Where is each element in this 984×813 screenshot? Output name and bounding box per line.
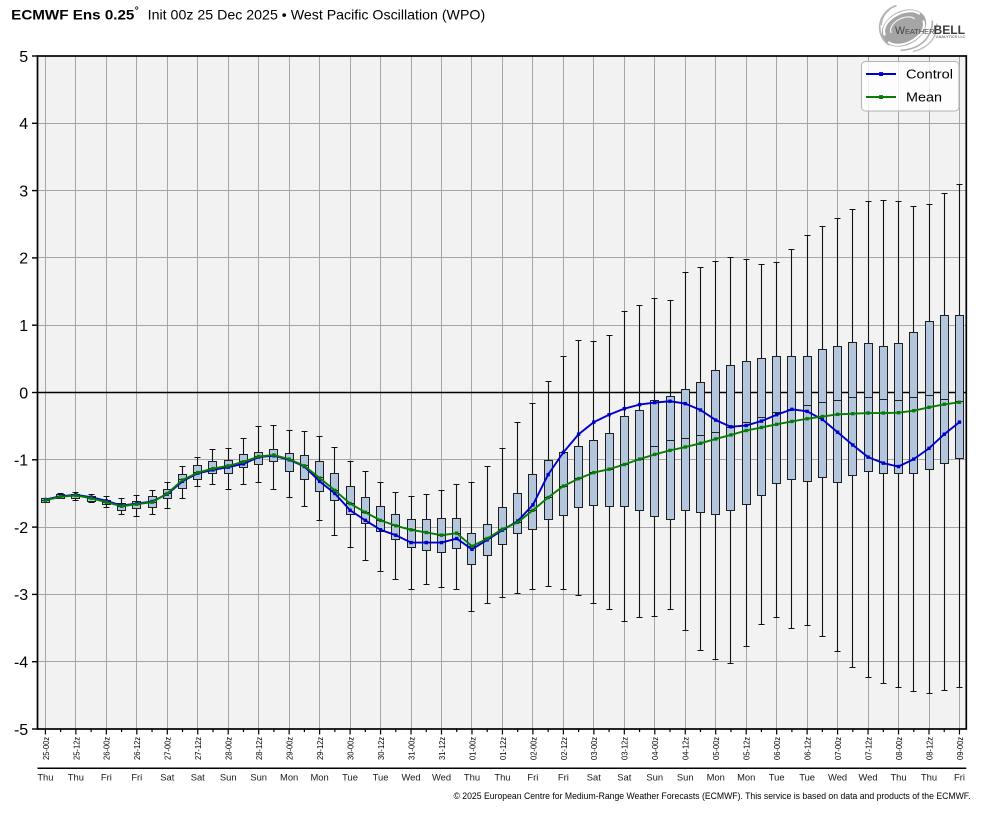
svg-text:Mean: Mean (906, 90, 942, 105)
svg-text:05-00z: 05-00z (711, 737, 721, 760)
svg-text:Wed: Wed (859, 772, 878, 783)
svg-text:31-00z: 31-00z (406, 737, 416, 760)
svg-text:-3: -3 (14, 587, 28, 604)
svg-text:02-12z: 02-12z (559, 737, 569, 760)
svg-text:Tue: Tue (799, 772, 815, 783)
svg-text:0: 0 (19, 385, 28, 402)
svg-text:Thu: Thu (890, 772, 906, 783)
svg-text:2: 2 (19, 251, 28, 268)
svg-text:Thu: Thu (68, 772, 84, 783)
svg-text:1: 1 (19, 318, 28, 335)
svg-text:05-12z: 05-12z (742, 737, 752, 760)
svg-text:26-00z: 26-00z (102, 737, 112, 760)
svg-text:Wed: Wed (401, 772, 420, 783)
svg-text:Mon: Mon (707, 772, 725, 783)
svg-text:01-00z: 01-00z (467, 737, 477, 760)
svg-text:Wed: Wed (828, 772, 847, 783)
svg-text:30-00z: 30-00z (345, 737, 355, 760)
svg-text:02-00z: 02-00z (528, 737, 538, 760)
svg-text:Control: Control (906, 67, 953, 82)
svg-text:Sun: Sun (677, 772, 694, 783)
svg-text:08-12z: 08-12z (924, 737, 934, 760)
svg-text:-5: -5 (14, 722, 28, 739)
svg-text:-4: -4 (14, 655, 28, 672)
svg-text:31-12z: 31-12z (437, 737, 447, 760)
svg-text:Sun: Sun (646, 772, 663, 783)
svg-text:07-00z: 07-00z (833, 737, 843, 760)
svg-text:BELL: BELL (934, 23, 966, 37)
svg-text:Tue: Tue (342, 772, 358, 783)
svg-text:03-12z: 03-12z (620, 737, 630, 760)
svg-text:Fri: Fri (131, 772, 142, 783)
svg-text:06-00z: 06-00z (772, 737, 782, 760)
svg-text:4: 4 (19, 116, 28, 133)
svg-text:28-00z: 28-00z (224, 737, 234, 760)
svg-text:Sat: Sat (617, 772, 631, 783)
svg-text:ECMWF Ens 0.25: ECMWF Ens 0.25 (11, 6, 134, 22)
svg-text:06-12z: 06-12z (803, 737, 813, 760)
svg-text:01-12z: 01-12z (498, 737, 508, 760)
svg-text:Tue: Tue (373, 772, 389, 783)
svg-text:Thu: Thu (464, 772, 480, 783)
svg-text:Wed: Wed (432, 772, 451, 783)
svg-text:-2: -2 (14, 520, 28, 537)
svg-text:Sat: Sat (587, 772, 601, 783)
svg-text:04-00z: 04-00z (650, 737, 660, 760)
svg-text:Fri: Fri (527, 772, 538, 783)
svg-text:08-00z: 08-00z (894, 737, 904, 760)
svg-text:26-12z: 26-12z (132, 737, 142, 760)
svg-text:Fri: Fri (954, 772, 965, 783)
svg-text:27-12z: 27-12z (193, 737, 203, 760)
svg-text:Sat: Sat (160, 772, 174, 783)
svg-text:-1: -1 (14, 453, 28, 470)
svg-text:Mon: Mon (310, 772, 328, 783)
svg-text:07-12z: 07-12z (863, 737, 873, 760)
svg-text:Init 00z 25 Dec 2025 • West Pa: Init 00z 25 Dec 2025 • West Pacific Osci… (148, 6, 486, 22)
svg-text:Mon: Mon (737, 772, 755, 783)
svg-text:25-12z: 25-12z (71, 737, 81, 760)
svg-text:Fri: Fri (558, 772, 569, 783)
svg-text:3: 3 (19, 183, 28, 200)
svg-text:Thu: Thu (37, 772, 53, 783)
svg-text:© 2025 European Centre for Med: © 2025 European Centre for Medium-Range … (454, 791, 971, 802)
svg-text:Sun: Sun (220, 772, 237, 783)
svg-text:29-12z: 29-12z (315, 737, 325, 760)
svg-text:Mon: Mon (280, 772, 298, 783)
svg-text:Tue: Tue (769, 772, 785, 783)
svg-text:ANALYTICS LLC: ANALYTICS LLC (936, 35, 966, 39)
svg-text:27-00z: 27-00z (163, 737, 173, 760)
svg-text:Thu: Thu (921, 772, 937, 783)
svg-text:Sat: Sat (191, 772, 205, 783)
svg-text:09-00z: 09-00z (955, 737, 965, 760)
svg-text:29-00z: 29-00z (285, 737, 295, 760)
svg-text:WEATHER: WEATHER (895, 25, 934, 37)
svg-text:30-12z: 30-12z (376, 737, 386, 760)
svg-text:28-12z: 28-12z (254, 737, 264, 760)
svg-text:25-00z: 25-00z (41, 737, 51, 760)
svg-text:5: 5 (19, 49, 28, 66)
svg-text:Thu: Thu (494, 772, 510, 783)
svg-text:03-00z: 03-00z (589, 737, 599, 760)
svg-text:°: ° (135, 6, 139, 17)
svg-text:04-12z: 04-12z (681, 737, 691, 760)
svg-text:Fri: Fri (101, 772, 112, 783)
svg-text:Sun: Sun (250, 772, 267, 783)
